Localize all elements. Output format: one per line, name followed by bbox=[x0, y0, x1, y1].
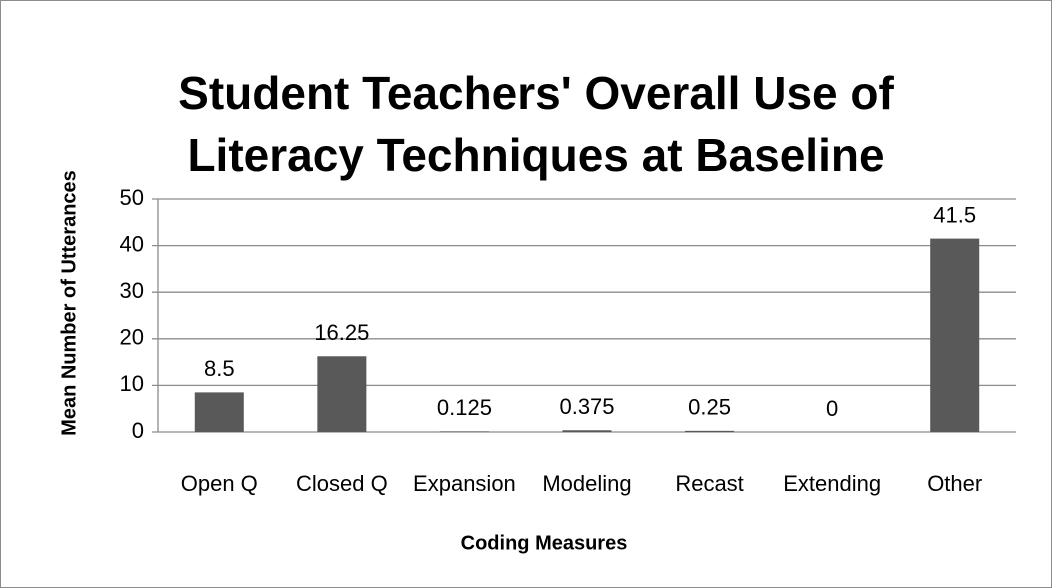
x-tick-label: Recast bbox=[675, 471, 743, 496]
data-label: 0.125 bbox=[437, 395, 492, 420]
y-axis-label: Mean Number of Utterances bbox=[58, 170, 80, 436]
x-tick-label: Extending bbox=[783, 471, 881, 496]
bar bbox=[562, 430, 612, 432]
y-tick-label: 0 bbox=[132, 418, 144, 443]
bar bbox=[930, 238, 980, 432]
x-tick-label: Modeling bbox=[542, 471, 631, 496]
data-label: 0 bbox=[826, 396, 838, 421]
data-label: 0.25 bbox=[688, 395, 731, 420]
x-tick-label: Closed Q bbox=[296, 471, 388, 496]
y-tick-label: 50 bbox=[120, 185, 144, 210]
data-label: 16.25 bbox=[314, 320, 369, 345]
data-label: 8.5 bbox=[204, 356, 235, 381]
data-label: 0.375 bbox=[559, 394, 614, 419]
y-tick-label: 30 bbox=[120, 278, 144, 303]
y-tick-label: 40 bbox=[120, 231, 144, 256]
x-tick-label: Other bbox=[927, 471, 982, 496]
bar bbox=[317, 356, 367, 432]
y-tick-label: 10 bbox=[120, 371, 144, 396]
x-tick-label: Open Q bbox=[181, 471, 258, 496]
bar bbox=[194, 392, 244, 432]
x-tick-label: Expansion bbox=[413, 471, 516, 496]
y-tick-label: 20 bbox=[120, 325, 144, 350]
bar bbox=[439, 431, 489, 432]
data-label: 41.5 bbox=[933, 202, 976, 227]
bar bbox=[685, 430, 735, 432]
chart-title: Student Teachers' Overall Use of Literac… bbox=[178, 67, 894, 181]
x-axis-label: Coding Measures bbox=[461, 532, 628, 554]
